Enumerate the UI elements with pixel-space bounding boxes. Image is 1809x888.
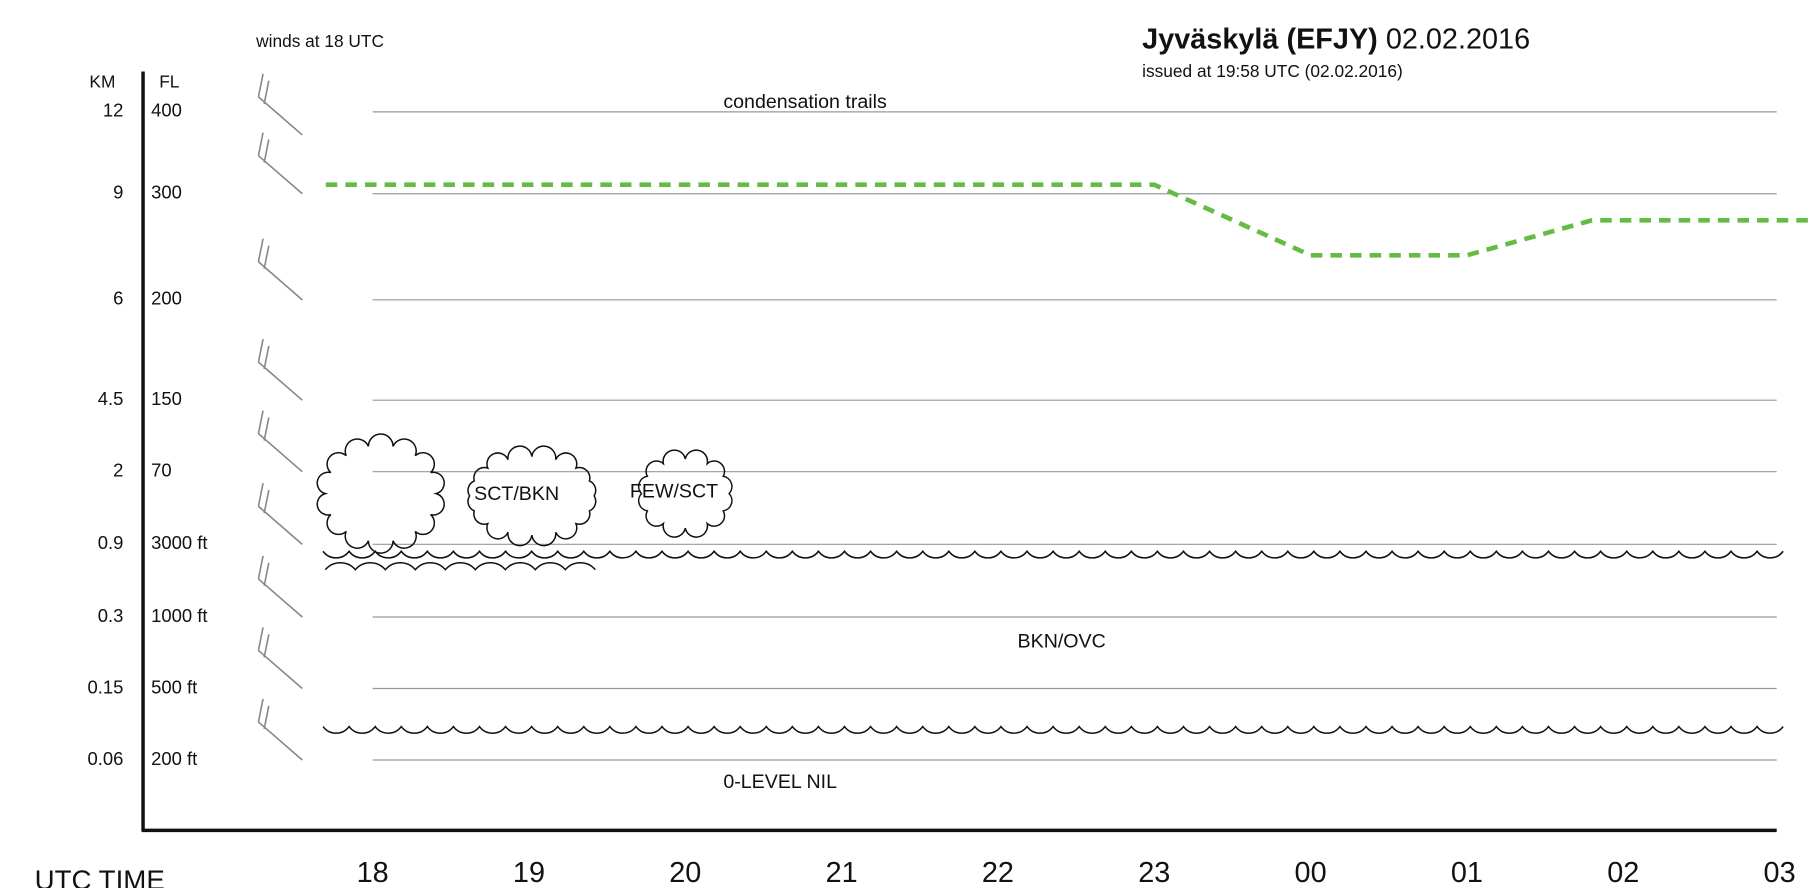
time-label: 23 — [1138, 857, 1170, 888]
km-label: 0.3 — [98, 605, 124, 626]
km-label: 12 — [103, 100, 124, 121]
cloud-layer-top — [322, 549, 1784, 559]
contrail-line — [325, 182, 1809, 258]
wind-barb — [257, 698, 303, 761]
title: Jyväskylä (EFJY) 02.02.2016 — [1142, 23, 1530, 55]
km-label: 6 — [113, 288, 123, 309]
few-sct-label: FEW/SCT — [630, 481, 718, 503]
station: Jyväskylä (EFJY) — [1142, 23, 1378, 55]
fl-label: 200 ft — [151, 748, 197, 769]
time-title: UTC TIME — [35, 865, 165, 888]
bkn-ovc-label: BKN/OVC — [1018, 631, 1106, 653]
few-sct-cloud — [637, 449, 733, 538]
time-label: 18 — [357, 857, 389, 888]
time-label: 01 — [1451, 857, 1483, 888]
cumulus-cloud — [316, 433, 445, 554]
wind-barb — [257, 555, 303, 618]
km-label: 0.06 — [88, 748, 124, 769]
km-label: 0.15 — [88, 676, 124, 697]
km-label: 4.5 — [98, 388, 124, 409]
time-label: 21 — [826, 857, 858, 888]
fl-label: 1000 ft — [151, 605, 207, 626]
km-title: KM — [89, 72, 115, 92]
cloud-layer-bottom — [322, 725, 1784, 734]
km-label: 0.9 — [98, 532, 124, 553]
wind-barb — [257, 627, 303, 690]
time-label: 03 — [1764, 857, 1796, 888]
km-label: 9 — [113, 182, 123, 203]
date: 02.02.2016 — [1386, 23, 1530, 55]
time-label: 20 — [669, 857, 701, 888]
winds-label: winds at 18 UTC — [255, 31, 384, 51]
fl-label: 500 ft — [151, 676, 197, 697]
time-label: 22 — [982, 857, 1014, 888]
sct-bkn-cloud — [467, 445, 597, 547]
cloud-base-left — [324, 561, 596, 571]
fl-label: 400 — [151, 100, 182, 121]
wind-barb — [257, 410, 303, 473]
fl-label: 3000 ft — [151, 532, 207, 553]
wind-barb — [257, 73, 303, 136]
contrails-label: condensation trails — [723, 91, 887, 113]
fl-label: 300 — [151, 182, 182, 203]
wind-barb — [257, 238, 303, 301]
time-label: 19 — [513, 857, 545, 888]
wind-barb — [257, 132, 303, 195]
km-label: 2 — [113, 460, 123, 481]
sct-bkn-label: SCT/BKN — [474, 483, 559, 505]
time-label: 02 — [1607, 857, 1639, 888]
time-label: 00 — [1295, 857, 1327, 888]
fl-label: 70 — [151, 460, 172, 481]
wind-barb — [257, 483, 303, 545]
wind-barb — [257, 338, 303, 401]
fl-label: 150 — [151, 388, 182, 409]
fl-title: FL — [159, 72, 180, 92]
issued: issued at 19:58 UTC (02.02.2016) — [1142, 61, 1403, 81]
fl-label: 200 — [151, 288, 182, 309]
zero-level-label: 0-LEVEL NIL — [723, 771, 837, 793]
